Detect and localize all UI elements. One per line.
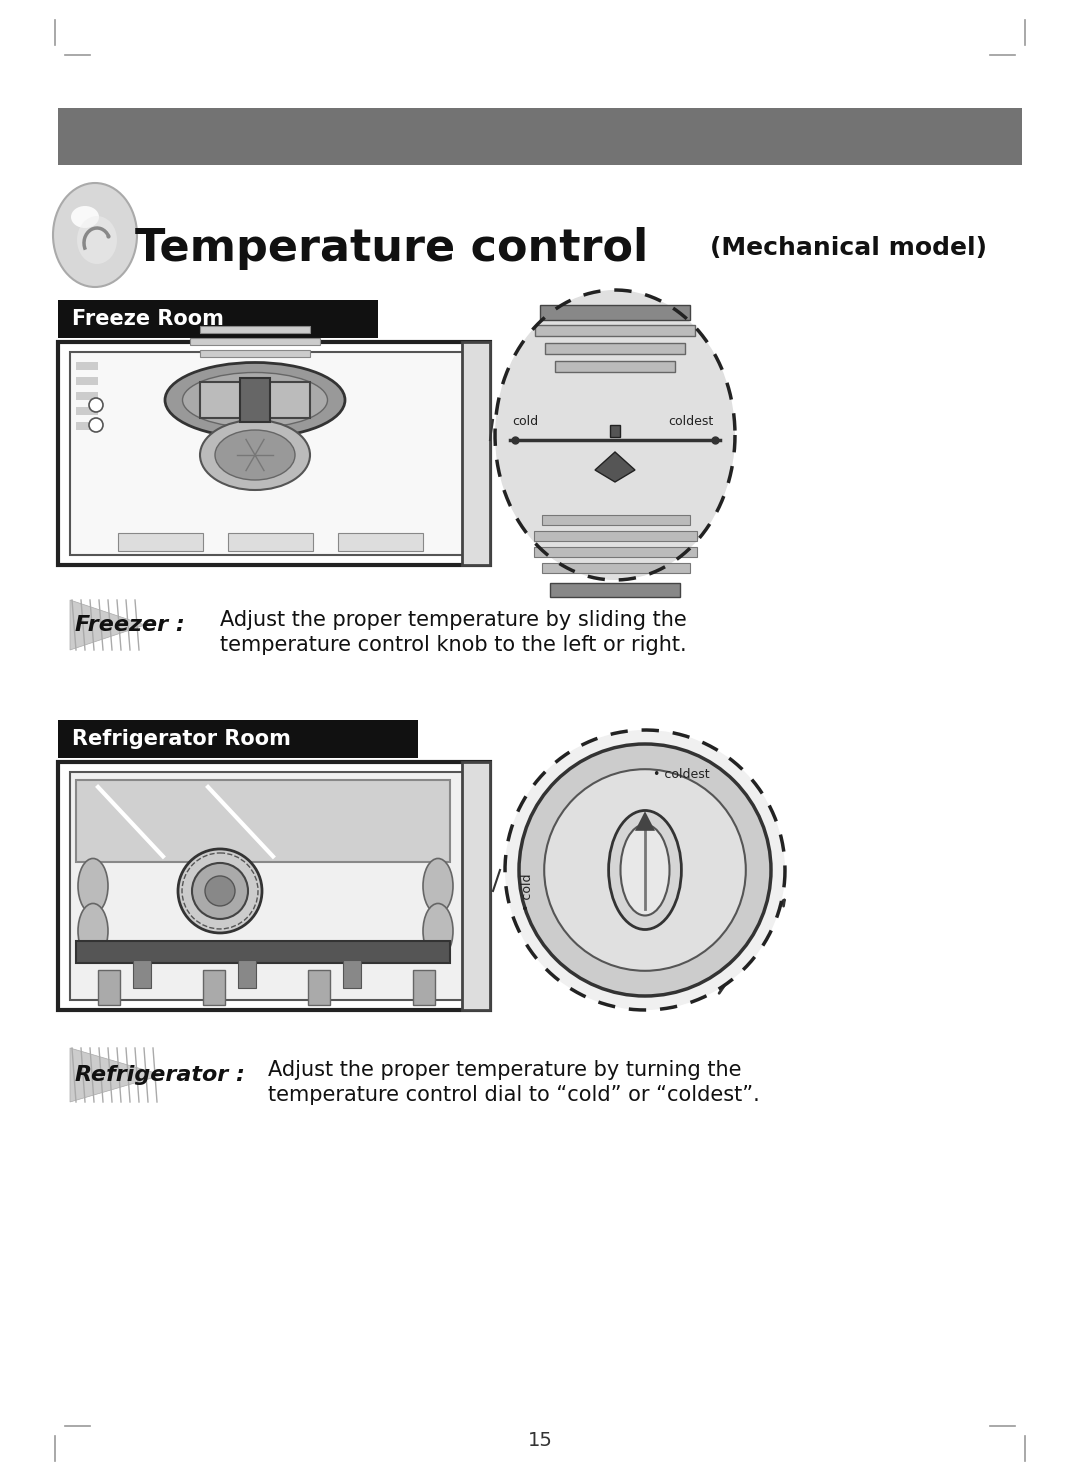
Bar — [76, 407, 98, 415]
Text: • cold: • cold — [521, 874, 534, 911]
Bar — [540, 305, 690, 320]
Bar — [462, 342, 490, 564]
Circle shape — [205, 875, 235, 906]
Polygon shape — [70, 600, 145, 650]
Text: 15: 15 — [527, 1431, 553, 1450]
Circle shape — [89, 398, 103, 412]
Bar — [545, 344, 685, 354]
Ellipse shape — [78, 859, 108, 914]
Ellipse shape — [77, 216, 117, 264]
Bar — [118, 533, 203, 551]
Bar — [542, 563, 689, 573]
Polygon shape — [595, 452, 635, 481]
Text: temperature control knob to the left or right.: temperature control knob to the left or … — [220, 635, 687, 655]
Bar — [58, 342, 490, 564]
Ellipse shape — [200, 421, 310, 490]
Text: temperature control dial to “cold” or “coldest”.: temperature control dial to “cold” or “c… — [268, 1086, 759, 1105]
Circle shape — [178, 849, 262, 933]
Bar — [58, 720, 418, 758]
Ellipse shape — [423, 903, 453, 958]
Bar — [535, 324, 696, 336]
Text: Freezer :: Freezer : — [75, 615, 185, 635]
Text: Refrigerator Room: Refrigerator Room — [72, 729, 291, 749]
Bar — [76, 940, 450, 963]
Bar — [76, 392, 98, 400]
Bar — [555, 361, 675, 372]
Bar — [610, 425, 620, 437]
Bar — [308, 970, 330, 1006]
Bar — [200, 326, 310, 333]
Circle shape — [89, 418, 103, 432]
Bar — [70, 772, 478, 1000]
Bar — [58, 301, 378, 338]
Bar — [550, 584, 680, 597]
Text: Adjust the proper temperature by turning the: Adjust the proper temperature by turning… — [268, 1060, 742, 1080]
Ellipse shape — [78, 903, 108, 958]
Ellipse shape — [53, 184, 137, 287]
Text: Refrigerator :: Refrigerator : — [75, 1065, 245, 1086]
Bar — [200, 350, 310, 357]
Circle shape — [192, 863, 248, 918]
Bar — [534, 532, 697, 541]
Ellipse shape — [621, 825, 670, 915]
Bar — [76, 422, 98, 429]
Bar — [133, 960, 151, 988]
Text: coldest: coldest — [669, 415, 713, 428]
Text: Freeze Room: Freeze Room — [72, 310, 224, 329]
Bar — [76, 780, 450, 862]
Bar — [343, 960, 361, 988]
Bar — [534, 546, 697, 557]
Circle shape — [544, 769, 746, 972]
Text: Temperature control: Temperature control — [135, 227, 648, 270]
Bar — [190, 338, 320, 345]
Bar — [238, 960, 256, 988]
Bar — [413, 970, 435, 1006]
Polygon shape — [70, 1049, 162, 1102]
Polygon shape — [635, 812, 654, 831]
Ellipse shape — [71, 206, 99, 228]
Bar — [338, 533, 423, 551]
Bar — [228, 533, 313, 551]
Bar — [76, 361, 98, 370]
Ellipse shape — [215, 429, 295, 480]
Bar — [58, 108, 1022, 164]
Circle shape — [505, 730, 785, 1010]
Text: Adjust the proper temperature by sliding the: Adjust the proper temperature by sliding… — [220, 610, 687, 629]
Text: (Mechanical model): (Mechanical model) — [710, 235, 987, 261]
Circle shape — [519, 743, 771, 997]
Text: • coldest: • coldest — [653, 769, 710, 782]
Ellipse shape — [609, 810, 681, 930]
Bar — [58, 763, 490, 1010]
Ellipse shape — [165, 363, 345, 437]
Ellipse shape — [423, 859, 453, 914]
Bar — [542, 515, 689, 524]
Ellipse shape — [183, 373, 327, 428]
Bar — [203, 970, 225, 1006]
Bar — [200, 382, 310, 418]
Bar — [462, 763, 490, 1010]
Bar — [98, 970, 120, 1006]
Bar — [70, 352, 478, 555]
Ellipse shape — [495, 290, 735, 581]
Bar — [76, 378, 98, 385]
Bar — [240, 378, 270, 422]
Text: cold: cold — [512, 415, 538, 428]
